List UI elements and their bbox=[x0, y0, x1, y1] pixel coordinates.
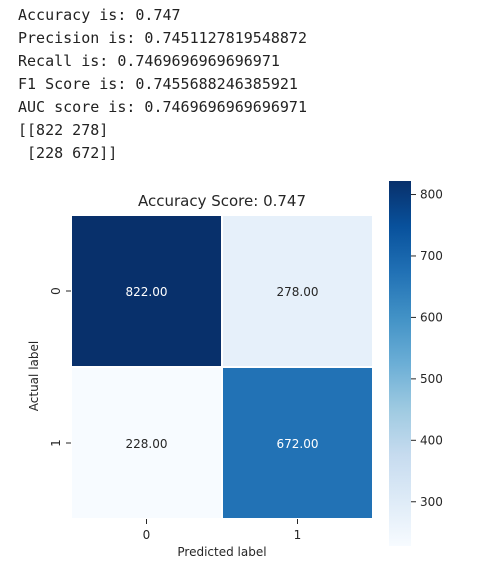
cell-value-label: 822.00 bbox=[126, 285, 168, 299]
colorbar-tick-label: 400 bbox=[420, 433, 443, 447]
precision-line: Precision is: 0.7451127819548872 bbox=[18, 29, 307, 47]
y-axis-label: Actual label bbox=[27, 341, 41, 411]
y-tick-label: 0 bbox=[49, 287, 63, 295]
colorbar-tick-label: 700 bbox=[420, 249, 443, 263]
colorbar-tick-label: 800 bbox=[420, 188, 443, 202]
auc-score-line: AUC score is: 0.7469696969696971 bbox=[18, 98, 307, 116]
matrix-row-0-line: [[822 278] bbox=[18, 121, 109, 139]
colorbar bbox=[389, 181, 411, 546]
chart-title: Accuracy Score: 0.747 bbox=[138, 192, 306, 210]
x-tick-label: 0 bbox=[143, 528, 151, 542]
heatmap-cell bbox=[70, 214, 223, 368]
y-tick-label: 1 bbox=[49, 439, 63, 447]
matrix-row-1-line: [228 672]] bbox=[18, 144, 118, 162]
cell-value-label: 672.00 bbox=[277, 437, 319, 451]
cell-value-label: 278.00 bbox=[277, 285, 319, 299]
heatmap-cell bbox=[221, 214, 374, 368]
cell-value-label: 228.00 bbox=[126, 437, 168, 451]
console-output: Accuracy is: 0.747 Precision is: 0.745112… bbox=[18, 4, 307, 165]
accuracy-line: Accuracy is: 0.747 bbox=[18, 6, 181, 24]
colorbar-tick-label: 500 bbox=[420, 372, 443, 386]
colorbar-tick-label: 300 bbox=[420, 495, 443, 509]
colorbar-tick-label: 600 bbox=[420, 310, 443, 324]
recall-line: Recall is: 0.7469696969696971 bbox=[18, 52, 280, 70]
heatmap-cell bbox=[221, 366, 374, 520]
f1-score-line: F1 Score is: 0.7455688246385921 bbox=[18, 75, 298, 93]
x-tick-label: 1 bbox=[294, 528, 302, 542]
x-axis-label: Predicted label bbox=[177, 545, 266, 559]
